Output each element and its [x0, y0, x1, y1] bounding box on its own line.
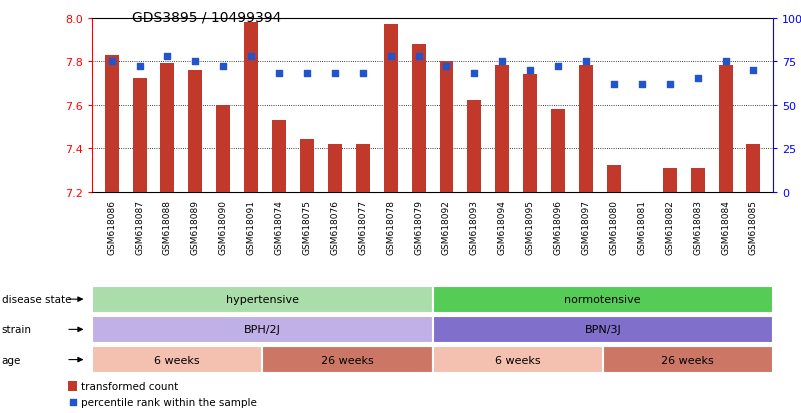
Text: 26 weeks: 26 weeks — [321, 355, 374, 365]
Bar — [105, 55, 119, 192]
Point — [66, 399, 79, 406]
Point — [719, 59, 732, 65]
Bar — [433, 286, 773, 313]
Text: percentile rank within the sample: percentile rank within the sample — [81, 397, 257, 407]
Bar — [244, 23, 258, 192]
Point — [328, 71, 341, 77]
Text: BPH/2J: BPH/2J — [244, 325, 281, 335]
Text: strain: strain — [2, 325, 32, 335]
Bar — [216, 105, 230, 192]
Bar — [188, 71, 203, 192]
Bar — [603, 346, 773, 373]
Point — [691, 76, 704, 83]
Point — [161, 53, 174, 60]
Bar — [133, 79, 147, 192]
Bar — [92, 286, 433, 313]
Point — [663, 81, 676, 88]
Point — [607, 81, 620, 88]
Point — [552, 64, 565, 71]
Bar — [300, 140, 314, 192]
Bar — [718, 66, 732, 192]
Point — [245, 53, 258, 60]
Bar — [662, 168, 677, 192]
Text: 26 weeks: 26 weeks — [662, 355, 714, 365]
Text: BPN/3J: BPN/3J — [585, 325, 621, 335]
Point — [133, 64, 146, 71]
Bar — [92, 346, 263, 373]
Bar — [356, 145, 370, 192]
Bar — [495, 66, 509, 192]
Bar — [579, 66, 593, 192]
Bar — [412, 45, 425, 192]
Point — [272, 71, 285, 77]
Point — [413, 53, 425, 60]
Text: hypertensive: hypertensive — [226, 294, 299, 304]
Point — [217, 64, 230, 71]
Text: disease state: disease state — [2, 294, 71, 304]
Bar — [433, 346, 602, 373]
Text: transformed count: transformed count — [81, 381, 178, 391]
Point — [105, 59, 118, 65]
Bar — [263, 346, 433, 373]
Bar — [468, 101, 481, 192]
Text: 6 weeks: 6 weeks — [155, 355, 200, 365]
Bar — [68, 381, 77, 391]
Point — [300, 71, 313, 77]
Point — [635, 81, 648, 88]
Text: age: age — [2, 355, 21, 365]
Point — [580, 59, 593, 65]
Bar — [607, 166, 621, 192]
Point — [384, 53, 397, 60]
Bar — [272, 121, 286, 192]
Bar — [440, 62, 453, 192]
Bar — [328, 145, 342, 192]
Bar — [433, 316, 773, 343]
Point — [440, 64, 453, 71]
Bar — [523, 75, 537, 192]
Bar — [690, 168, 705, 192]
Point — [189, 59, 202, 65]
Text: 6 weeks: 6 weeks — [495, 355, 541, 365]
Point — [524, 67, 537, 74]
Bar — [747, 145, 760, 192]
Point — [747, 67, 760, 74]
Bar — [92, 316, 433, 343]
Bar — [160, 64, 175, 192]
Bar — [551, 109, 565, 192]
Bar — [384, 25, 397, 192]
Text: normotensive: normotensive — [565, 294, 641, 304]
Point — [468, 71, 481, 77]
Text: GDS3895 / 10499394: GDS3895 / 10499394 — [132, 10, 281, 24]
Point — [356, 71, 369, 77]
Point — [496, 59, 509, 65]
